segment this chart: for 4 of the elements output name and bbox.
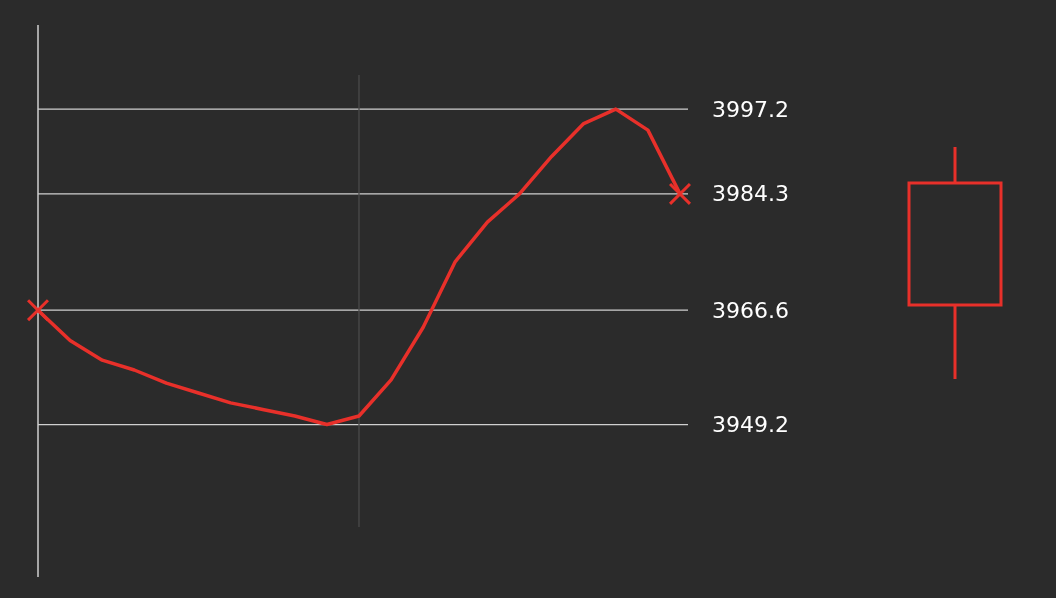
y-tick-label: 3966.6: [712, 297, 789, 323]
y-tick-label: 3984.3: [712, 181, 789, 207]
y-tick-label: 3997.2: [712, 96, 789, 122]
y-tick-label: 3949.2: [712, 412, 789, 438]
